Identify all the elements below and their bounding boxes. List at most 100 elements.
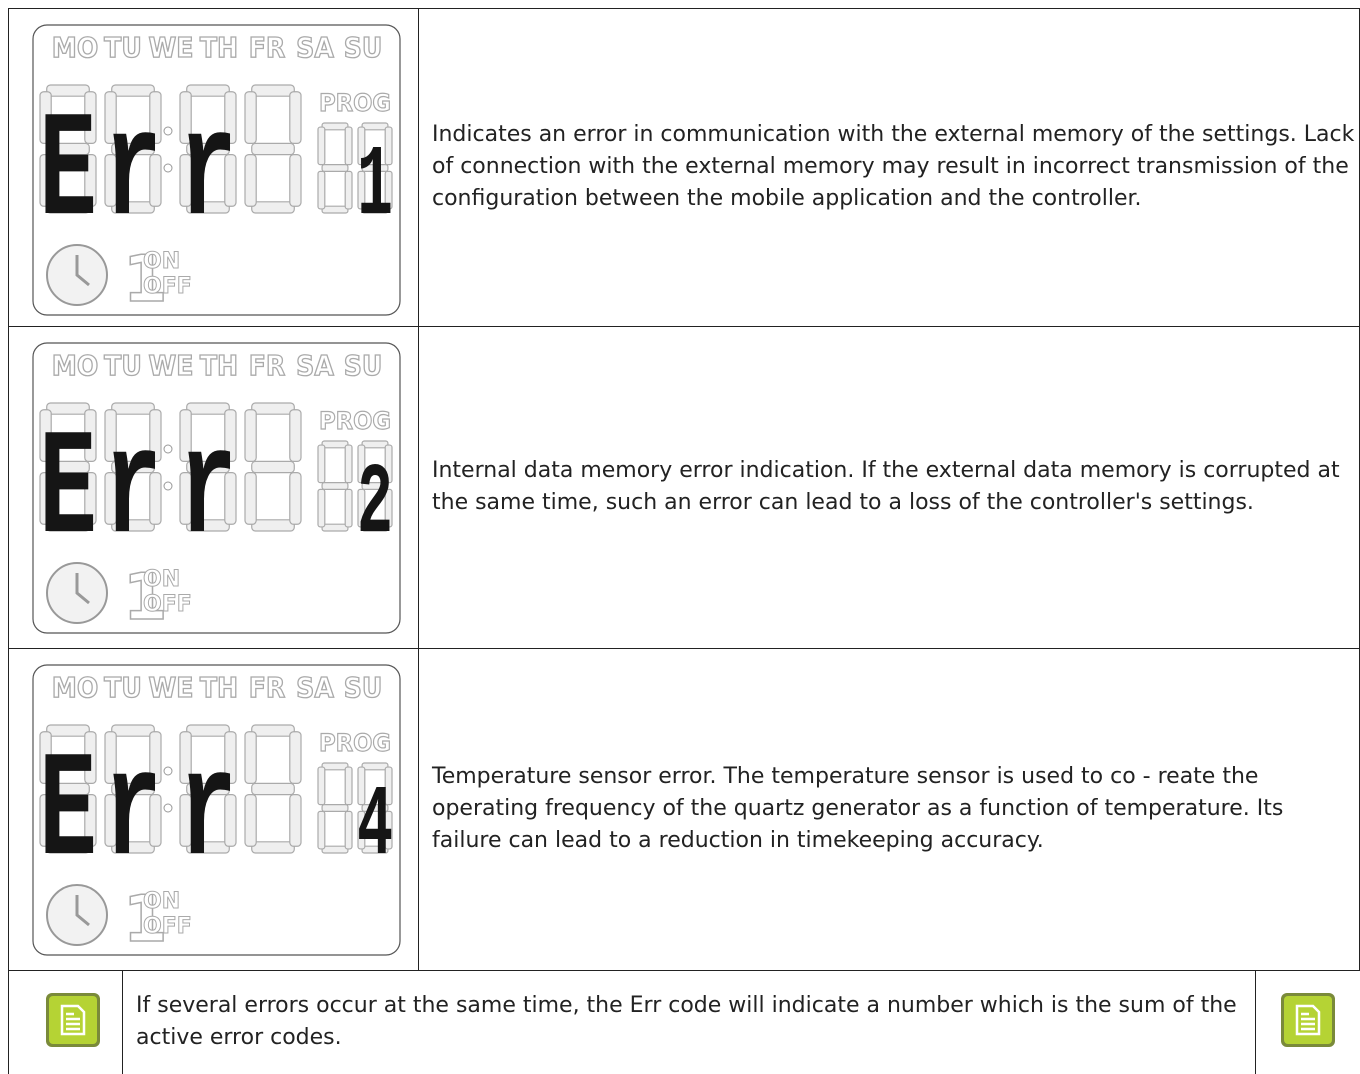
lcd-segment [111,402,155,415]
day-label: SU [344,671,383,704]
lcd-segment [251,724,295,737]
lcd-segment [84,472,97,525]
lcd-segment [361,440,389,449]
lcd-segment [251,402,295,415]
lcd-segment [186,724,230,737]
lcd-segment [179,794,192,847]
colon [163,126,173,136]
lcd-segment [104,409,117,463]
lcd-segment [251,84,295,97]
colon [163,163,173,173]
on-label: ON [143,249,180,274]
day-label: WE [148,31,193,64]
day-label: MO [52,671,98,704]
lcd-segment [84,154,97,207]
day-label: TH [200,671,238,704]
day-label: TU [104,349,142,382]
lcd-segment [357,126,366,166]
lcd-segment [289,409,302,463]
lcd-segment [244,154,257,207]
colon [163,803,173,813]
day-label: WE [148,671,193,704]
day-label: SU [344,31,383,64]
day-label: SA [296,671,334,704]
lcd-segment [46,201,90,214]
lcd-segment [104,91,117,145]
lcd-segment [186,782,230,796]
lcd-char: r [104,407,162,577]
lcd-segment [384,170,393,210]
lcd-segment [104,731,117,785]
lcd-segment [149,472,162,525]
on-label: ON [143,567,180,592]
lcd-segment [39,154,52,207]
lcd-segment [46,142,90,156]
border [122,970,123,1074]
lcd-segment [39,731,52,785]
clock-hands [75,573,90,605]
lcd-segment [361,122,389,131]
day-label: FR [249,349,286,382]
lcd-segment [384,810,393,850]
clock-hands [75,895,90,927]
off-label: OFF [143,274,192,299]
lcd-segment [344,488,353,528]
lcd-segment [251,201,295,214]
lcd-char: E [39,407,97,577]
lcd-segment [186,841,230,854]
lcd-segment [224,154,237,207]
lcd-segment [344,126,353,166]
lcd-panel [32,664,401,956]
lcd-segment [149,731,162,785]
lcd-segment [179,731,192,785]
off-label: OFF [143,914,192,939]
day-label: MO [52,349,98,382]
colon [163,766,173,776]
lcd-segment [179,409,192,463]
lcd-segment [344,444,353,484]
lcd-segment [149,91,162,145]
lcd-segment [321,205,349,214]
day-label: TH [200,31,238,64]
lcd-char: E [39,89,97,259]
lcd-segment [179,154,192,207]
lcd-segment [46,402,90,415]
lcd-segment [111,201,155,214]
lcd-segment [384,766,393,806]
lcd-segment [357,488,366,528]
lcd-segment [84,91,97,145]
lcd-segment [46,519,90,532]
lcd-segment [361,845,389,854]
timer-one: 1 [123,243,168,317]
clock-hands [75,255,90,287]
lcd-segment [186,402,230,415]
lcd-segment [361,205,389,214]
note-icon [46,993,100,1047]
lcd-segment [357,766,366,806]
code-digit: 2 [357,449,393,562]
lcd-segment [357,444,366,484]
day-label: SA [296,349,334,382]
lcd-segment [321,523,349,532]
description: Internal data memory error indication. I… [432,458,1340,515]
colon [163,481,173,491]
lcd-segment [46,841,90,854]
day-label: SU [344,349,383,382]
lcd-segment [224,472,237,525]
lcd-segment [46,782,90,796]
code-digit: 1 [357,131,393,244]
lcd-segment [344,766,353,806]
day-label: TU [104,671,142,704]
lcd-segment [224,409,237,463]
lcd-segment [321,804,349,813]
lcd-segment [179,472,192,525]
lcd-segment [321,122,349,131]
lcd-segment [317,766,326,806]
border [1255,970,1256,1074]
lcd-segment [384,126,393,166]
lcd-segment [361,804,389,813]
lcd-segment [46,724,90,737]
lcd-segment [46,460,90,474]
lcd-segment [357,170,366,210]
